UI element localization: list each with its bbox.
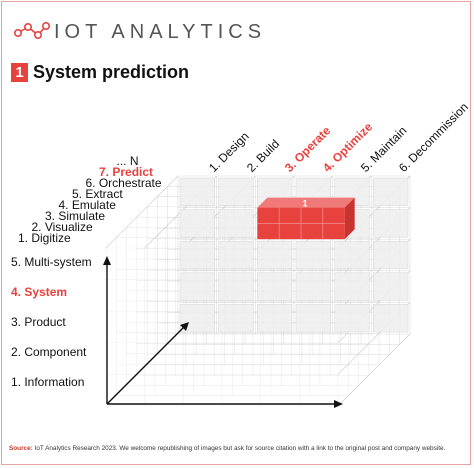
system-level-label: 2. Component xyxy=(11,345,87,359)
system-level-label: 1. Information xyxy=(11,375,85,389)
title-text: System prediction xyxy=(33,62,190,82)
highlight-side-face xyxy=(344,197,355,240)
grid-cell xyxy=(373,304,409,333)
grid-cell xyxy=(218,240,254,270)
grid-cell xyxy=(295,240,331,270)
value-stage-label: 3. Simulate xyxy=(45,209,106,223)
grid-cell xyxy=(334,304,370,333)
grid-cell xyxy=(257,272,293,301)
network-logo-icon xyxy=(13,22,50,40)
grid-cell xyxy=(179,240,215,270)
source-label: Source: xyxy=(9,445,33,452)
z-arrow-head xyxy=(180,322,189,331)
grid-cell xyxy=(334,272,370,301)
grid-cell xyxy=(295,304,331,333)
value-stage-label: 5. Extract xyxy=(72,187,123,201)
grid-cell xyxy=(373,240,409,270)
highlight-top-face xyxy=(257,197,355,208)
grid-cell xyxy=(179,177,215,206)
value-stage-label: 6. Orchestrate xyxy=(85,176,162,190)
system-level-label: 5. Multi-system xyxy=(11,255,92,269)
page-title: 1 System prediction xyxy=(11,62,189,83)
depth-line xyxy=(105,175,179,249)
z-axis-arrow xyxy=(106,326,185,405)
grid-cell xyxy=(373,272,409,301)
grid-cell xyxy=(218,209,254,238)
grid-cell xyxy=(373,177,409,206)
value-stage-label: 4. Emulate xyxy=(58,198,116,212)
value-stage-label: 2. Visualize xyxy=(31,220,93,234)
source-note: Source: IoT Analytics Research 2023. We … xyxy=(9,445,445,452)
title-number-badge: 1 xyxy=(11,63,28,82)
axis-arrows xyxy=(103,256,343,408)
grid-cell xyxy=(179,272,215,301)
value-stage-label: 7. Predict xyxy=(99,165,154,179)
system-level-label: 4. System xyxy=(11,285,68,299)
source-text: IoT Analytics Research 2023. We welcome … xyxy=(32,445,446,452)
grid-cell xyxy=(257,240,293,270)
grid-cell xyxy=(218,272,254,301)
brand-name: IOT ANALYTICS xyxy=(54,20,267,43)
grid-cell xyxy=(257,304,293,333)
depth-line xyxy=(337,333,411,407)
grid-cell xyxy=(373,209,409,238)
highlight-block: 1 xyxy=(257,197,355,240)
grid-cell xyxy=(218,304,254,333)
brand-logo: IOT ANALYTICS xyxy=(12,17,266,47)
grid-cell xyxy=(179,209,215,238)
x-arrow-head xyxy=(334,400,343,408)
grid-cell xyxy=(218,177,254,206)
grid-cell xyxy=(295,272,331,301)
cube-grid xyxy=(105,175,411,407)
y-arrow-head xyxy=(103,256,111,265)
grid-cell xyxy=(334,240,370,270)
highlight-badge: 1 xyxy=(302,199,307,209)
system-level-label: 3. Product xyxy=(11,315,66,329)
value-stage-label: ... N xyxy=(116,154,139,168)
value-stage-label: 1. Digitize xyxy=(18,231,71,245)
